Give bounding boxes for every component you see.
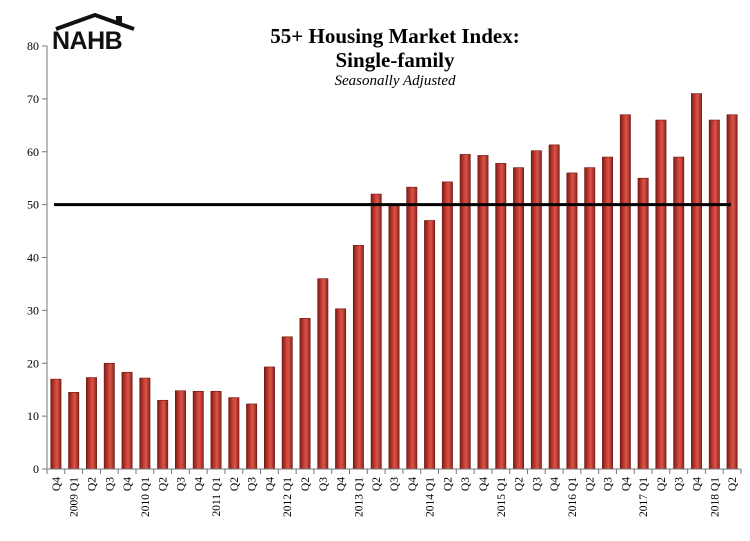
x-tick-label: 2015 Q1 — [496, 477, 508, 517]
bar — [335, 308, 347, 470]
x-tick-label: Q3 — [389, 477, 401, 491]
y-tick-label: 10 — [27, 409, 39, 423]
x-tick-label: Q4 — [51, 477, 63, 491]
x-tick-label: Q3 — [175, 477, 187, 491]
x-tick-label: 2013 Q1 — [353, 477, 365, 517]
x-tick-label: 2012 Q1 — [282, 477, 294, 517]
x-tick-label: Q4 — [336, 477, 348, 491]
bar-series — [50, 93, 738, 470]
house-roof-icon — [55, 12, 135, 31]
bar — [263, 366, 275, 470]
bar — [495, 163, 507, 470]
x-tick-label: Q4 — [478, 477, 490, 491]
x-tick-label: Q4 — [692, 477, 704, 491]
y-tick-label: 60 — [27, 145, 39, 159]
bar — [121, 371, 133, 470]
bar — [370, 193, 382, 470]
bar — [192, 390, 204, 470]
x-tick-label: Q2 — [656, 477, 668, 491]
bar — [513, 167, 525, 470]
bar — [86, 377, 97, 470]
bar — [352, 245, 364, 470]
bar — [139, 377, 151, 470]
x-tick-label: 2014 Q1 — [425, 477, 437, 517]
chart-title-block: 55+ Housing Market Index: Single-family … — [205, 24, 585, 90]
bar — [530, 150, 542, 470]
bar — [406, 186, 418, 470]
x-tick-label: Q2 — [371, 477, 383, 491]
x-tick-label: 2016 Q1 — [567, 477, 579, 517]
bar — [459, 154, 471, 470]
y-tick-label: 80 — [27, 39, 39, 53]
bar — [317, 278, 329, 470]
y-tick-label: 40 — [27, 251, 39, 265]
x-tick-label: 2011 Q1 — [211, 477, 223, 517]
bar — [68, 392, 80, 470]
bar — [726, 114, 738, 470]
y-tick-label: 30 — [27, 303, 39, 317]
x-tick-label: Q4 — [122, 477, 134, 491]
x-tick-label: Q3 — [247, 477, 259, 491]
x-tick-label: Q2 — [229, 477, 241, 491]
x-tick-label: Q4 — [620, 477, 632, 491]
bar — [50, 378, 62, 470]
y-axis: 0 10 20 30 40 50 60 70 80 — [27, 39, 48, 476]
y-tick-label: 0 — [33, 462, 39, 476]
x-tick-label: 2010 Q1 — [140, 477, 152, 517]
x-tick-label: Q4 — [549, 477, 561, 491]
x-tick-label: Q3 — [318, 477, 330, 491]
bar — [637, 177, 649, 470]
bar — [210, 390, 222, 470]
y-tick-label: 50 — [27, 198, 39, 212]
y-tick-label: 20 — [27, 356, 39, 370]
bar — [691, 93, 702, 470]
bar — [655, 119, 667, 470]
chart-subtitle: Single-family — [335, 48, 455, 72]
x-tick-label: Q3 — [104, 477, 116, 491]
x-tick-label: Q2 — [727, 477, 739, 491]
bar — [228, 397, 240, 470]
bar — [477, 155, 489, 470]
x-tick-label: 2009 Q1 — [69, 477, 81, 517]
bar — [175, 390, 186, 470]
x-tick-label: Q4 — [193, 477, 205, 491]
nahb-logo: NAHB — [50, 12, 140, 56]
x-tick-label: Q3 — [460, 477, 472, 491]
x-tick-label: Q2 — [585, 477, 597, 491]
logo-text: NAHB — [52, 27, 123, 55]
bar — [584, 167, 596, 470]
bar — [246, 403, 258, 470]
x-axis: Q4 2009 Q1 Q2 Q3 Q4 2010 Q1 Q2 Q3 Q4 2011 Q1 Q2 Q3 Q… — [46, 468, 742, 517]
x-tick-label: Q2 — [514, 477, 526, 491]
chart-note: Seasonally Adjusted — [334, 73, 456, 89]
bar — [281, 336, 293, 470]
bar — [157, 399, 169, 470]
x-tick-label: Q2 — [86, 477, 98, 491]
x-tick-label: Q3 — [674, 477, 686, 491]
bar — [388, 204, 400, 470]
bar — [103, 362, 115, 470]
bar — [708, 119, 720, 470]
bar — [619, 114, 631, 470]
bar — [566, 172, 578, 470]
x-tick-label: Q4 — [407, 477, 419, 491]
bar — [424, 220, 436, 470]
x-tick-label: 2018 Q1 — [709, 477, 721, 517]
chart-title: 55+ Housing Market Index: — [270, 24, 520, 48]
x-tick-label: Q3 — [603, 477, 615, 491]
x-tick-label: Q4 — [264, 477, 276, 491]
x-tick-label: Q2 — [300, 477, 312, 491]
x-tick-label: 2017 Q1 — [638, 477, 650, 517]
x-tick-label: Q2 — [442, 477, 454, 491]
x-tick-label: Q3 — [531, 477, 543, 491]
x-tick-label: Q2 — [158, 477, 170, 491]
bar — [548, 144, 560, 470]
y-tick-label: 70 — [27, 92, 39, 106]
bar — [299, 318, 311, 470]
bar — [441, 181, 453, 470]
